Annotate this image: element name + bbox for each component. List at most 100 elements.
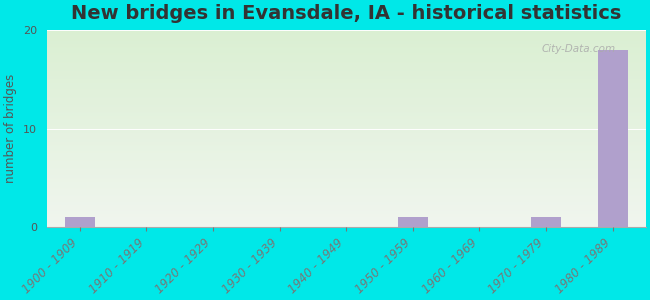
Bar — [47, 179, 646, 180]
Bar — [47, 197, 646, 198]
Bar — [47, 158, 646, 159]
Bar — [47, 32, 646, 33]
Bar — [47, 134, 646, 136]
Bar — [47, 200, 646, 201]
Bar — [47, 48, 646, 49]
Bar — [47, 47, 646, 48]
Bar — [47, 98, 646, 99]
Bar — [47, 110, 646, 111]
Bar — [47, 213, 646, 214]
Bar — [47, 44, 646, 45]
Bar — [47, 105, 646, 106]
Bar — [47, 164, 646, 165]
Bar — [47, 218, 646, 219]
Bar — [47, 83, 646, 84]
Bar — [47, 104, 646, 105]
Bar — [47, 148, 646, 149]
Bar — [47, 96, 646, 97]
Bar — [47, 194, 646, 195]
Bar — [47, 59, 646, 60]
Bar — [47, 167, 646, 168]
Bar — [47, 130, 646, 131]
Bar — [47, 86, 646, 87]
Bar — [47, 68, 646, 69]
Bar — [47, 147, 646, 148]
Bar — [47, 56, 646, 57]
Bar — [47, 111, 646, 112]
Bar — [47, 124, 646, 126]
Bar — [47, 212, 646, 213]
Bar — [65, 217, 95, 227]
Bar — [47, 41, 646, 42]
Bar — [47, 138, 646, 140]
Bar — [47, 155, 646, 156]
Bar — [47, 108, 646, 109]
Bar — [47, 131, 646, 133]
Bar — [47, 220, 646, 221]
Bar — [47, 142, 646, 143]
Y-axis label: number of bridges: number of bridges — [4, 74, 17, 183]
Bar — [47, 122, 646, 123]
Bar — [47, 154, 646, 155]
Bar — [47, 37, 646, 38]
Bar — [47, 60, 646, 61]
Bar — [47, 201, 646, 202]
Bar — [47, 126, 646, 127]
Bar — [47, 118, 646, 119]
Bar — [47, 78, 646, 80]
Bar — [47, 176, 646, 177]
Bar — [47, 160, 646, 161]
Bar — [47, 107, 646, 108]
Bar — [47, 119, 646, 120]
Bar — [47, 74, 646, 76]
Bar — [47, 116, 646, 117]
Bar — [47, 198, 646, 200]
Bar — [47, 159, 646, 160]
Bar — [47, 117, 646, 118]
Bar — [47, 38, 646, 39]
Bar — [47, 156, 646, 157]
Bar — [47, 102, 646, 103]
Bar — [47, 42, 646, 43]
Bar — [47, 34, 646, 35]
Bar — [47, 45, 646, 46]
Bar — [47, 195, 646, 196]
Bar — [47, 113, 646, 114]
Bar — [47, 128, 646, 129]
Bar — [47, 202, 646, 203]
Bar — [47, 150, 646, 151]
Bar — [47, 183, 646, 184]
Bar — [47, 109, 646, 110]
Bar — [47, 123, 646, 124]
Bar — [47, 91, 646, 92]
Bar — [47, 30, 646, 31]
Text: City-Data.com: City-Data.com — [541, 44, 616, 54]
Bar — [47, 67, 646, 68]
Bar — [47, 36, 646, 37]
Bar — [47, 144, 646, 145]
Bar — [47, 219, 646, 220]
Bar — [47, 106, 646, 107]
Bar — [47, 186, 646, 187]
Bar — [47, 72, 646, 73]
Bar — [47, 50, 646, 51]
Bar — [47, 146, 646, 147]
Bar — [47, 166, 646, 167]
Bar — [47, 93, 646, 94]
Bar — [47, 39, 646, 40]
Bar — [47, 31, 646, 32]
Bar — [47, 226, 646, 227]
Bar — [47, 163, 646, 164]
Bar — [47, 143, 646, 144]
Bar — [47, 175, 646, 176]
Bar — [47, 184, 646, 186]
Bar — [47, 57, 646, 58]
Bar — [47, 161, 646, 162]
Bar — [47, 85, 646, 86]
Bar — [47, 223, 646, 224]
Bar — [47, 187, 646, 188]
Bar — [47, 97, 646, 98]
Bar — [47, 174, 646, 175]
Bar — [47, 49, 646, 50]
Bar — [47, 103, 646, 104]
